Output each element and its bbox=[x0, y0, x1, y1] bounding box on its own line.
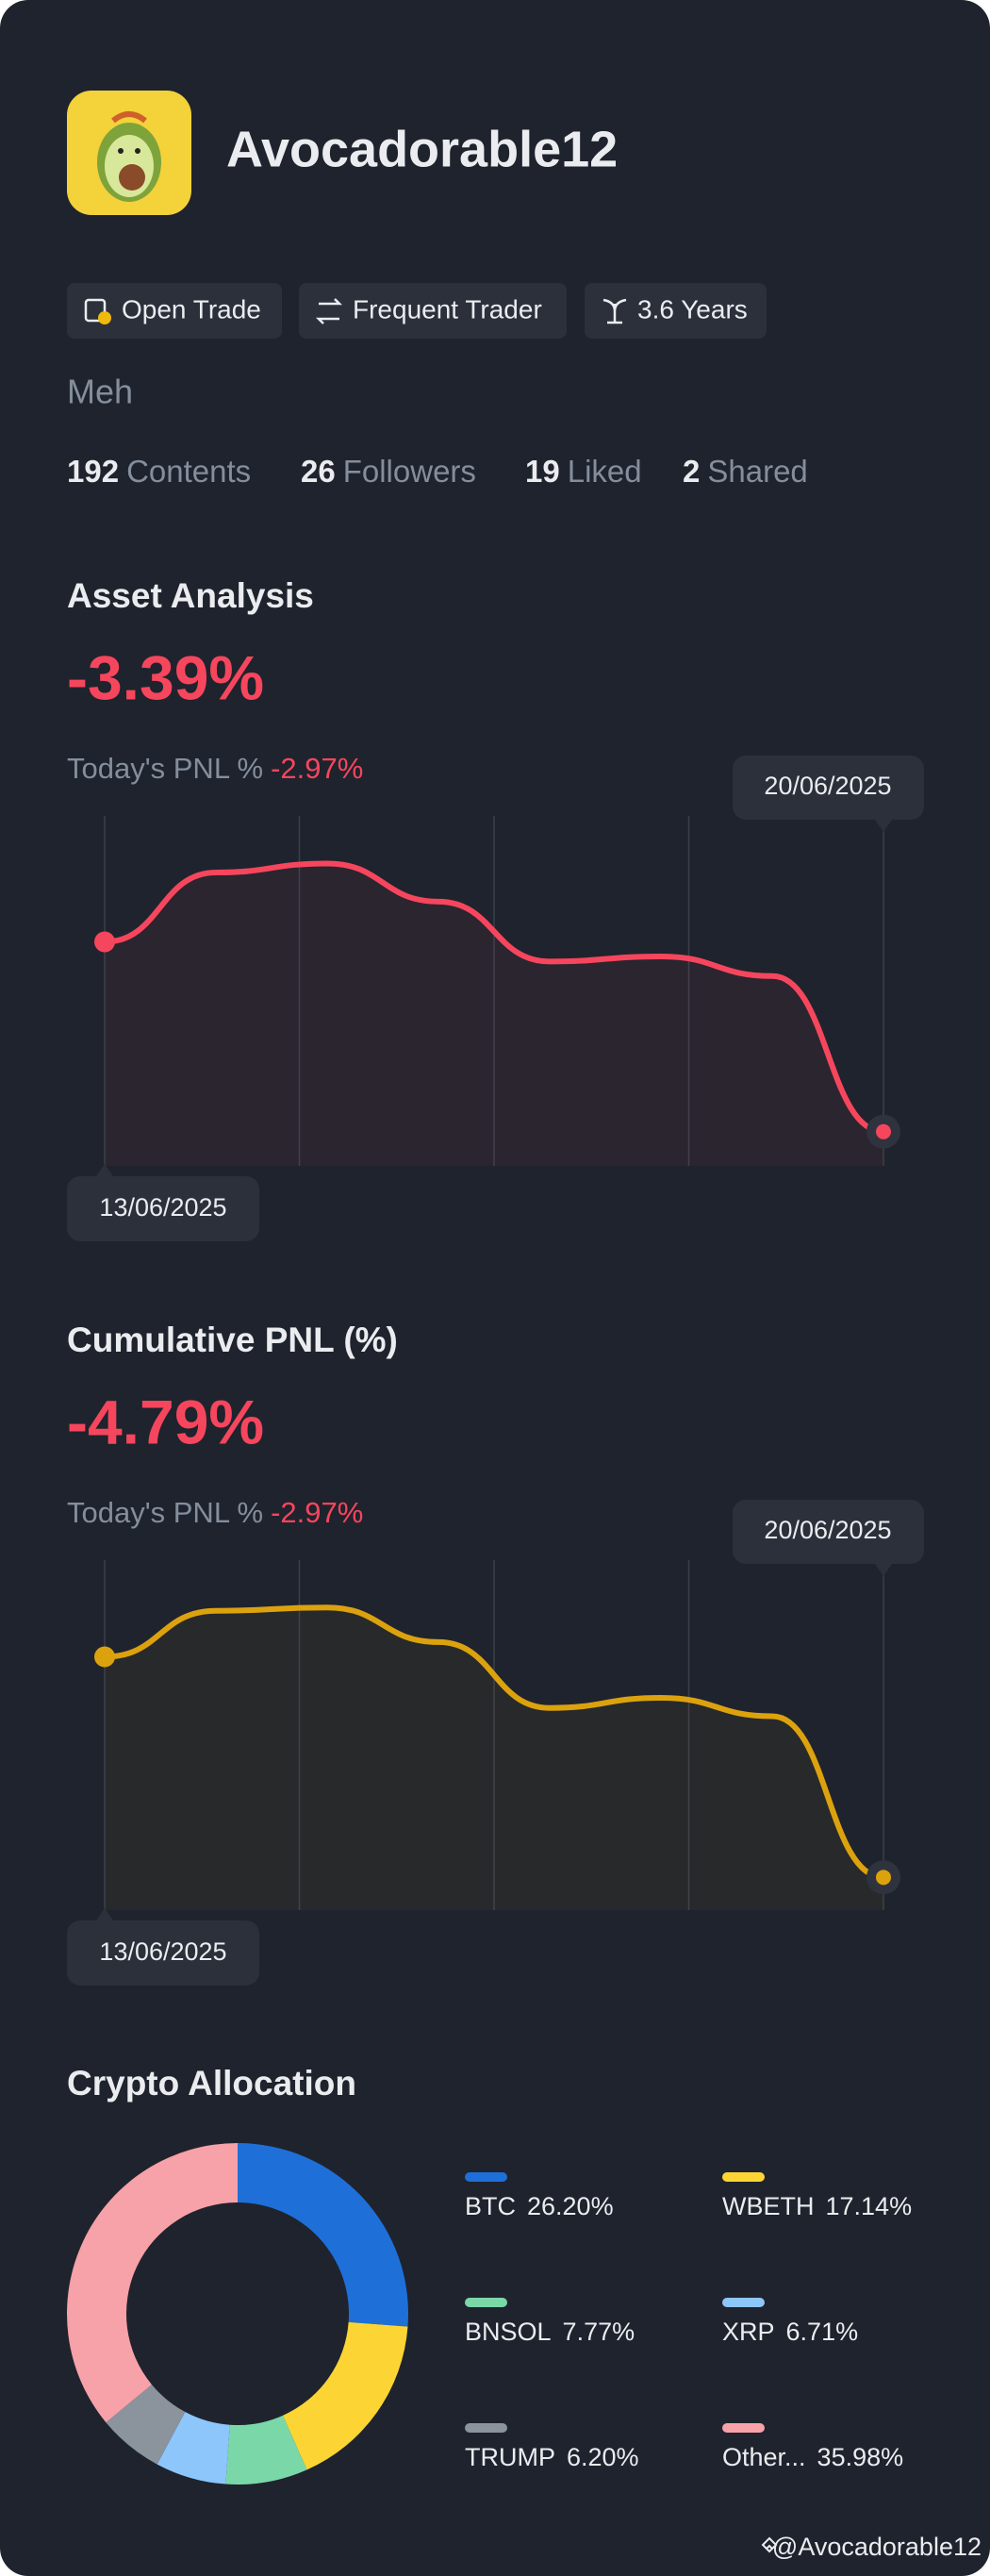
badge-icon bbox=[315, 298, 343, 324]
start-point bbox=[94, 1646, 115, 1668]
legend-swatch bbox=[722, 2172, 765, 2182]
avocado-pit bbox=[119, 164, 145, 191]
today-value: -2.97% bbox=[271, 1496, 363, 1529]
tooltip-bg bbox=[67, 1176, 259, 1241]
legend-swatch bbox=[465, 2298, 507, 2307]
stat-value: 2 bbox=[683, 454, 700, 489]
legend-name: TRUMP bbox=[465, 2443, 555, 2471]
bio: Meh bbox=[67, 373, 133, 411]
tooltip-pointer bbox=[875, 820, 892, 832]
badge-label: Open Trade bbox=[122, 294, 261, 324]
line bbox=[102, 860, 886, 1135]
avocado-eye bbox=[135, 148, 140, 154]
stat[interactable]: 19 Liked bbox=[525, 454, 642, 489]
badge-icon-check bbox=[98, 311, 111, 324]
badge: Open Trade bbox=[67, 283, 282, 339]
badge-bg bbox=[585, 283, 767, 339]
stat-value: 192 bbox=[67, 454, 119, 489]
legend-entry: XRP 6.71% bbox=[722, 2318, 858, 2346]
avatar[interactable] bbox=[67, 91, 191, 215]
legend-value: 35.98% bbox=[817, 2443, 904, 2471]
legend-swatch bbox=[722, 2298, 765, 2307]
legend-value: 26.20% bbox=[527, 2192, 614, 2220]
legend-value: 7.77% bbox=[563, 2318, 635, 2346]
stat[interactable]: 2 Shared bbox=[683, 454, 808, 489]
section-title: Cumulative PNL (%) bbox=[67, 1321, 398, 1359]
legend-name: BNSOL bbox=[465, 2318, 552, 2346]
badge-bg bbox=[67, 283, 282, 339]
tooltip-bg bbox=[733, 1500, 924, 1564]
tooltip-date: 20/06/2025 bbox=[764, 1516, 891, 1544]
headline-value: -3.39% bbox=[67, 642, 264, 712]
legend-value: 6.71% bbox=[786, 2318, 859, 2346]
line bbox=[102, 1604, 886, 1881]
tooltip-date: 20/06/2025 bbox=[764, 772, 891, 800]
tooltip-pointer bbox=[96, 1164, 113, 1176]
watermark: @Avocadorable12 bbox=[772, 2533, 982, 2561]
tooltip-date: 13/06/2025 bbox=[99, 1193, 226, 1222]
donut-segment bbox=[157, 2412, 230, 2485]
stat-label: Liked bbox=[568, 454, 642, 489]
legend-name: WBETH bbox=[722, 2192, 815, 2220]
legend-value: 17.14% bbox=[826, 2192, 913, 2220]
end-point bbox=[876, 1123, 891, 1139]
tooltip-pointer bbox=[96, 1908, 113, 1920]
avocado-bow bbox=[111, 111, 147, 124]
donut-segment bbox=[66, 2143, 238, 2423]
stat-value: 19 bbox=[525, 454, 560, 489]
section-title: Crypto Allocation bbox=[67, 2064, 356, 2102]
badge-bg bbox=[299, 283, 567, 339]
stat-label: Shared bbox=[707, 454, 807, 489]
start-point bbox=[94, 931, 115, 953]
legend-swatch bbox=[722, 2423, 765, 2433]
legend-entry: BNSOL 7.77% bbox=[465, 2318, 635, 2346]
stat[interactable]: 26 Followers bbox=[301, 454, 476, 489]
avocado-eye bbox=[118, 148, 124, 154]
legend-name: BTC bbox=[465, 2192, 516, 2220]
tooltip-bg bbox=[67, 1920, 259, 1986]
legend-swatch bbox=[465, 2172, 507, 2182]
stat[interactable]: 192 Contents bbox=[67, 454, 251, 489]
donut-segment bbox=[106, 2385, 186, 2465]
legend-entry: TRUMP 6.20% bbox=[465, 2443, 639, 2471]
stat-label: Contents bbox=[126, 454, 251, 489]
area-fill bbox=[105, 1607, 883, 1910]
badge: Frequent Trader bbox=[299, 283, 567, 339]
today-pnl: Today's PNL % -2.97% bbox=[67, 752, 363, 785]
tooltip-date: 13/06/2025 bbox=[99, 1937, 226, 1966]
tooltip-bg bbox=[733, 756, 924, 820]
today-value: -2.97% bbox=[271, 752, 363, 785]
badge-label: Frequent Trader bbox=[353, 294, 542, 324]
badge-icon bbox=[84, 298, 107, 323]
tooltip-pointer bbox=[875, 1564, 892, 1576]
stat-label: Followers bbox=[343, 454, 476, 489]
brand-logo bbox=[761, 2536, 778, 2553]
badge-label: 3.6 Years bbox=[637, 294, 748, 324]
section-title: Asset Analysis bbox=[67, 576, 314, 615]
watermark-icon bbox=[761, 2536, 778, 2553]
profile-name: Avocadorable12 bbox=[226, 121, 618, 177]
badge-icon bbox=[602, 298, 627, 324]
area-fill bbox=[105, 863, 883, 1166]
badge: 3.6 Years bbox=[585, 283, 767, 339]
today-label: Today's PNL % bbox=[67, 1496, 263, 1529]
legend-entry: Other... 35.98% bbox=[722, 2443, 903, 2471]
legend-entry: BTC 26.20% bbox=[465, 2192, 614, 2220]
today-label: Today's PNL % bbox=[67, 752, 263, 785]
donut-segment bbox=[282, 2321, 408, 2470]
stat-value: 26 bbox=[301, 454, 336, 489]
legend-value: 6.20% bbox=[567, 2443, 639, 2471]
donut-segment bbox=[238, 2143, 408, 2327]
legend-name: Other... bbox=[722, 2443, 806, 2471]
legend-entry: WBETH 17.14% bbox=[722, 2192, 912, 2220]
legend-swatch bbox=[465, 2423, 507, 2433]
today-pnl: Today's PNL % -2.97% bbox=[67, 1496, 363, 1529]
end-point bbox=[876, 1870, 891, 1886]
donut-segment bbox=[225, 2415, 307, 2485]
legend-name: XRP bbox=[722, 2318, 775, 2346]
headline-value: -4.79% bbox=[67, 1387, 264, 1456]
